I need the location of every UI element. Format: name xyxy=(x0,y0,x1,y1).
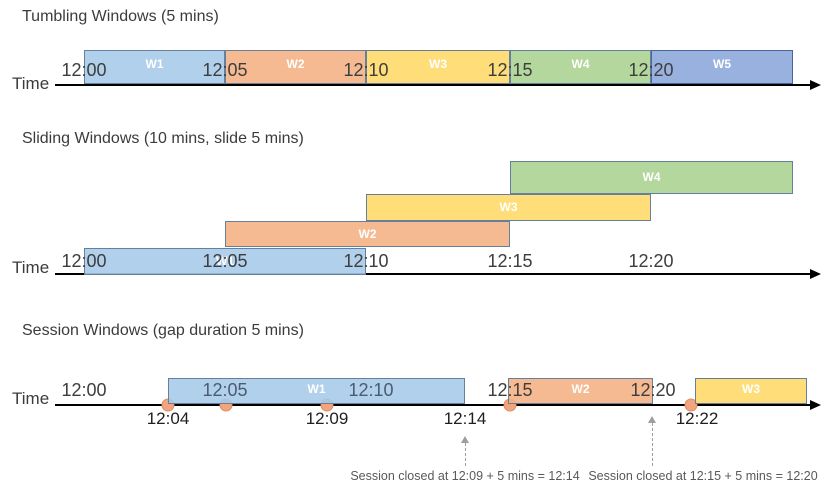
annotation-arrowhead-icon xyxy=(648,416,656,423)
annotation-arrow xyxy=(652,423,653,466)
tumbling-window-w4: W4 xyxy=(510,50,651,84)
tumbling-timeline xyxy=(55,84,812,86)
tumbling-time-axis-label: Time xyxy=(12,74,50,93)
session-closed-note-1: Session closed at 12:09 + 5 mins = 12:14 xyxy=(350,469,580,483)
session-timeline xyxy=(55,404,812,406)
session-window-w2: W2 xyxy=(508,378,653,404)
window-label: W2 xyxy=(358,227,377,241)
session-tick-1210: 12:10 xyxy=(348,380,394,400)
window-label: W1 xyxy=(216,254,234,268)
event-dot-1222 xyxy=(684,398,698,412)
window-label: W1 xyxy=(145,57,164,71)
window-label: W4 xyxy=(571,57,590,71)
sliding-title: Sliding Windows (10 mins, slide 5 mins) xyxy=(22,130,304,147)
session-arrowhead-icon xyxy=(810,400,821,410)
event-label-1214: 12:14 xyxy=(443,409,487,428)
sliding-time-axis-label: Time xyxy=(12,258,50,277)
sliding-tick-1200: 12:00 xyxy=(61,251,107,271)
event-label-1204: 12:04 xyxy=(146,409,190,428)
sliding-tick-1210: 12:10 xyxy=(343,251,389,271)
session-tick-1200: 12:00 xyxy=(61,380,107,400)
event-label-1222: 12:22 xyxy=(675,409,719,428)
sliding-tick-1220: 12:20 xyxy=(628,251,674,271)
window-label: W3 xyxy=(429,57,447,71)
session-closed-note-2: Session closed at 12:15 + 5 mins = 12:20 xyxy=(588,469,818,483)
session-tick-1215: 12:15 xyxy=(487,380,533,400)
sliding-window-w1: W1 xyxy=(84,248,366,275)
sliding-timeline xyxy=(55,273,812,275)
tumbling-window-w5: W5 xyxy=(651,50,793,84)
tumbling-tick-1205: 12:05 xyxy=(202,60,248,80)
sliding-tick-1215: 12:15 xyxy=(487,251,533,271)
session-title: Session Windows (gap duration 5 mins) xyxy=(22,322,304,339)
sliding-tick-1205: 12:05 xyxy=(202,251,248,271)
window-label: W2 xyxy=(571,382,590,396)
tumbling-tick-1210: 12:10 xyxy=(343,60,389,80)
window-label: W4 xyxy=(642,170,661,184)
session-tick-1205: 12:05 xyxy=(202,380,248,400)
session-window-w1: W1 xyxy=(168,378,465,404)
tumbling-tick-1200: 12:00 xyxy=(61,60,107,80)
window-label: W3 xyxy=(742,382,760,396)
window-label: W3 xyxy=(499,200,518,214)
tumbling-arrowhead-icon xyxy=(810,80,821,90)
tumbling-window-w2: W2 xyxy=(225,50,366,84)
annotation-arrow xyxy=(465,443,466,466)
tumbling-window-w1: W1 xyxy=(84,50,225,84)
sliding-window-w4: W4 xyxy=(510,161,793,194)
tumbling-tick-1220: 12:20 xyxy=(628,60,674,80)
window-label: W2 xyxy=(286,57,305,71)
event-label-1209: 12:09 xyxy=(305,409,349,428)
sliding-window-w2: W2 xyxy=(225,221,510,247)
session-tick-1220: 12:20 xyxy=(630,380,676,400)
annotation-arrowhead-icon xyxy=(461,436,469,443)
window-label: W5 xyxy=(713,57,731,71)
tumbling-tick-1215: 12:15 xyxy=(487,60,533,80)
window-label: W1 xyxy=(307,382,326,396)
session-window-w3: W3 xyxy=(695,378,807,404)
tumbling-window-w3: W3 xyxy=(366,50,510,84)
sliding-window-w3: W3 xyxy=(366,194,651,221)
sliding-arrowhead-icon xyxy=(810,269,821,279)
tumbling-title: Tumbling Windows (5 mins) xyxy=(22,8,219,25)
session-time-axis-label: Time xyxy=(12,389,50,408)
